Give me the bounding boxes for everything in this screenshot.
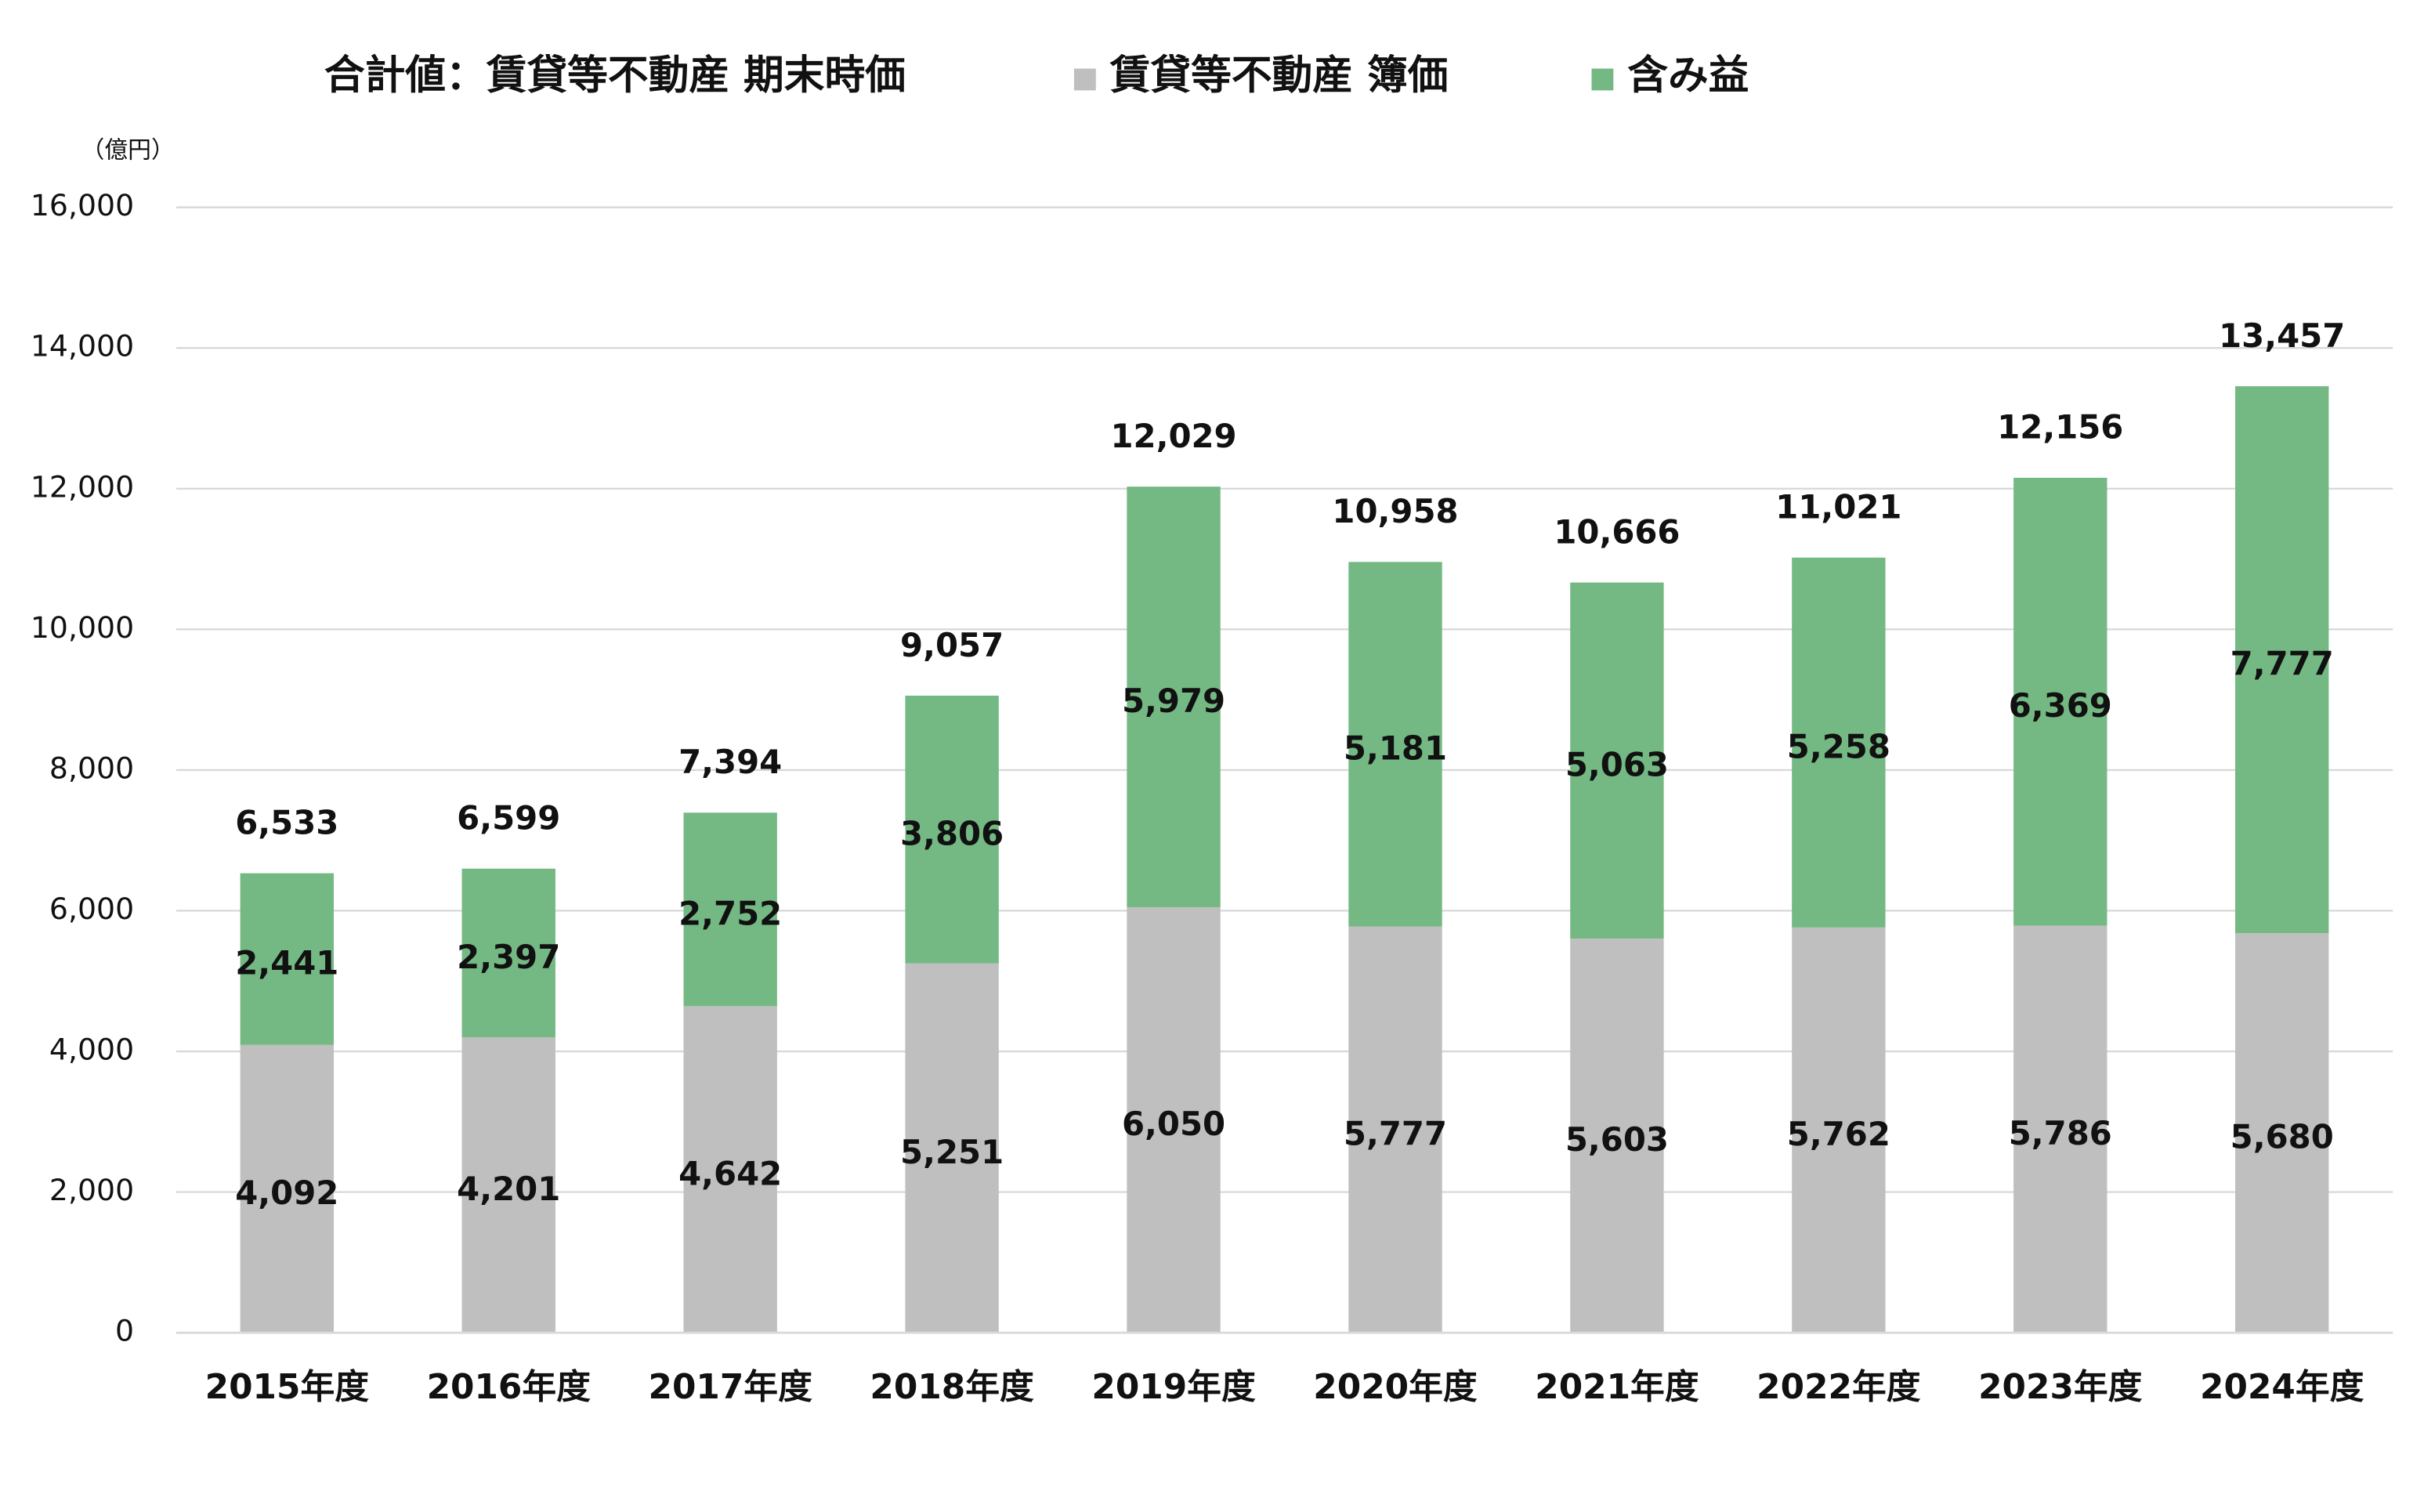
y-tick-label: 2,000 [49, 1173, 134, 1207]
y-tick-label: 14,000 [31, 329, 134, 364]
data-label: 2,397 [457, 938, 560, 976]
bar-segment [1570, 939, 1664, 1333]
total-label: 6,533 [235, 803, 338, 841]
total-label: 11,021 [1775, 487, 1901, 526]
y-unit: （億円） [81, 137, 175, 165]
data-label: 5,258 [1787, 727, 1890, 765]
data-label: 6,050 [1122, 1105, 1225, 1143]
x-tick-label: 2015年度 [205, 1367, 370, 1407]
bar-segment [461, 868, 555, 1037]
data-label: 5,063 [1565, 745, 1669, 783]
x-tick-label: 2022年度 [1756, 1367, 1921, 1407]
bar-segment [2013, 925, 2107, 1333]
bar-segment [905, 963, 999, 1333]
bar-segment [1570, 582, 1664, 939]
legend-swatch [1073, 68, 1096, 91]
bar-segment [1792, 927, 1886, 1333]
bar-segment [1348, 562, 1442, 927]
data-label: 4,092 [235, 1174, 338, 1212]
y-tick-label: 10,000 [31, 610, 134, 645]
data-label: 5,251 [900, 1133, 1004, 1171]
bar-segment [683, 812, 777, 1007]
data-label: 5,786 [2009, 1114, 2112, 1152]
data-label: 5,680 [2230, 1118, 2334, 1156]
bar-segment [461, 1036, 555, 1333]
x-tick-label: 2020年度 [1313, 1367, 1478, 1407]
y-tick-label: 16,000 [31, 188, 134, 222]
x-tick-label: 2023年度 [1978, 1367, 2143, 1407]
total-label: 7,394 [678, 743, 782, 781]
bar-segment [2235, 933, 2329, 1333]
y-tick-label: 8,000 [49, 751, 134, 785]
legend-swatch [1591, 68, 1614, 91]
total-label: 12,029 [1110, 417, 1236, 455]
data-label: 5,777 [1344, 1114, 1447, 1152]
data-label: 5,181 [1344, 729, 1447, 767]
y-tick-label: 4,000 [49, 1033, 134, 1067]
data-label: 2,752 [678, 894, 782, 932]
x-tick-label: 2018年度 [870, 1367, 1034, 1407]
data-label: 4,642 [678, 1154, 782, 1192]
data-label: 5,603 [1565, 1120, 1669, 1159]
bar-segment [1127, 487, 1221, 907]
bar-segment [683, 1006, 777, 1333]
total-label: 6,599 [457, 799, 560, 837]
total-label: 9,057 [900, 626, 1004, 664]
legend-label: 賃貸等不動産 簿価 [1109, 52, 1449, 99]
bar-segment [240, 873, 335, 1045]
data-label: 2,441 [235, 944, 338, 982]
bar-segment [1792, 557, 1886, 928]
x-tick-label: 2017年度 [649, 1367, 813, 1407]
bar-segment [2013, 477, 2107, 926]
total-label: 10,666 [1554, 512, 1680, 551]
legend-label: 含み益 [1627, 52, 1749, 99]
y-tick-label: 6,000 [49, 892, 134, 926]
x-tick-label: 2016年度 [427, 1367, 592, 1407]
data-label: 5,762 [1787, 1115, 1890, 1153]
data-label: 7,777 [2230, 645, 2334, 683]
x-tick-label: 2021年度 [1535, 1367, 1699, 1407]
x-tick-label: 2024年度 [2200, 1367, 2364, 1407]
total-label: 12,156 [1997, 408, 2123, 447]
data-label: 6,369 [2009, 686, 2112, 725]
total-label: 10,958 [1332, 492, 1458, 530]
bar-segment [905, 696, 999, 964]
data-label: 3,806 [900, 814, 1004, 852]
y-tick-label: 0 [115, 1314, 134, 1348]
totals-legend: 合計値：賃貸等不動産 期末時価 [324, 52, 906, 99]
bar-segment [240, 1044, 335, 1333]
data-label: 4,201 [457, 1170, 560, 1208]
total-label: 13,457 [2219, 317, 2345, 355]
x-tick-label: 2019年度 [1091, 1367, 1256, 1407]
bar-segment [1348, 926, 1442, 1333]
data-label: 5,979 [1122, 682, 1225, 720]
bar-segment [2235, 385, 2329, 934]
bar-segment [1127, 906, 1221, 1333]
y-tick-label: 12,000 [31, 469, 134, 504]
